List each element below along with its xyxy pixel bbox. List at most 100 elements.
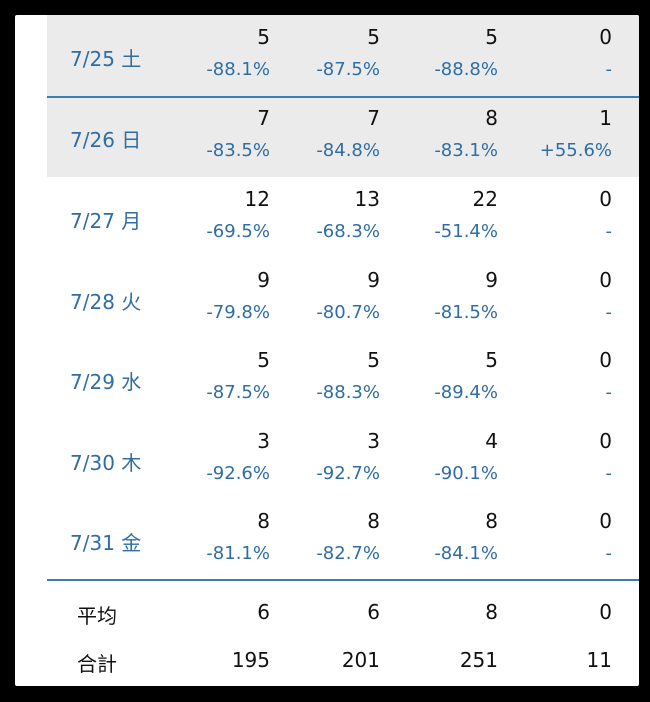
- day-date-label: 7/27 月: [70, 209, 142, 233]
- day-date-label: 7/31 金: [70, 531, 142, 555]
- day-cell: 8 -82.7%: [270, 499, 380, 580]
- average-label: 平均: [77, 604, 117, 628]
- count-value: 9: [257, 268, 270, 292]
- count-value: 0: [599, 25, 612, 49]
- count-value: 0: [599, 348, 612, 372]
- day-cell: 9 -81.5%: [388, 258, 498, 339]
- count-value: 5: [367, 25, 380, 49]
- count-value: 5: [257, 348, 270, 372]
- day-row: 7/31 金 8 -81.1% 8 -82.7% 8 -84.1% 0-: [47, 499, 639, 580]
- count-value: 4: [485, 429, 498, 453]
- day-date-label: 7/26 日: [70, 128, 142, 152]
- day-row: 7/27 月 12 -69.5% 13 -68.3% 22 -51.4% 0-: [47, 177, 639, 258]
- count-value: 5: [257, 25, 270, 49]
- day-cell: 0-: [502, 419, 612, 500]
- day-cell: 5 -88.1%: [160, 15, 270, 96]
- count-value: 13: [354, 187, 380, 211]
- day-cell: 0-: [502, 499, 612, 580]
- day-cell: 0-: [502, 15, 612, 96]
- day-cell: 3 -92.6%: [160, 419, 270, 500]
- count-value: 22: [472, 187, 498, 211]
- count-value: 7: [257, 106, 270, 130]
- day-cell: 5 -87.5%: [160, 338, 270, 419]
- change-percent: -: [605, 59, 613, 80]
- total-value-1: 195: [231, 648, 270, 672]
- change-percent: -: [605, 302, 613, 323]
- change-percent: -68.3%: [316, 221, 380, 242]
- day-cell: 3 -92.7%: [270, 419, 380, 500]
- count-value: 5: [485, 348, 498, 372]
- change-percent: -88.3%: [316, 382, 380, 403]
- count-value: 3: [367, 429, 380, 453]
- day-cell: 8 -81.1%: [160, 499, 270, 580]
- count-value: 0: [599, 187, 612, 211]
- day-cell: 9 -80.7%: [270, 258, 380, 339]
- change-percent: -81.1%: [206, 543, 270, 564]
- day-cell: 0-: [502, 338, 612, 419]
- day-cell: 4 -90.1%: [388, 419, 498, 500]
- total-label: 合計: [77, 652, 117, 676]
- count-value: 8: [367, 509, 380, 533]
- count-value: 9: [485, 268, 498, 292]
- total-value-2: 201: [341, 648, 380, 672]
- change-percent: -: [605, 221, 613, 242]
- average-value-2: 6: [367, 600, 380, 624]
- change-percent: -82.7%: [316, 543, 380, 564]
- change-percent: +55.6%: [539, 140, 612, 161]
- day-row: 7/28 火 9 -79.8% 9 -80.7% 9 -81.5% 0-: [47, 258, 639, 339]
- change-percent: -80.7%: [316, 302, 380, 323]
- change-percent: -87.5%: [316, 59, 380, 80]
- change-percent: -92.7%: [316, 463, 380, 484]
- day-cell: 13 -68.3%: [270, 177, 380, 258]
- count-value: 3: [257, 429, 270, 453]
- total-value-4: 11: [586, 648, 612, 672]
- change-percent: -: [605, 543, 613, 564]
- day-row: 7/29 水 5 -87.5% 5 -88.3% 5 -89.4% 0-: [47, 338, 639, 419]
- change-percent: -88.8%: [434, 59, 498, 80]
- day-row: 7/26 日 7 -83.5% 7 -84.8% 8 -83.1% 1 +55.6%: [47, 96, 639, 177]
- day-cell: 22 -51.4%: [388, 177, 498, 258]
- change-percent: -84.1%: [434, 543, 498, 564]
- change-percent: -92.6%: [206, 463, 270, 484]
- weekend-divider: [47, 96, 639, 98]
- day-cell: 5 -89.4%: [388, 338, 498, 419]
- change-percent: -: [605, 463, 613, 484]
- change-percent: -81.5%: [434, 302, 498, 323]
- day-cell: 5 -87.5%: [270, 15, 380, 96]
- day-row: 7/30 木 3 -92.6% 3 -92.7% 4 -90.1% 0-: [47, 419, 639, 500]
- change-percent: -88.1%: [206, 59, 270, 80]
- change-percent: -89.4%: [434, 382, 498, 403]
- change-percent: -84.8%: [316, 140, 380, 161]
- day-cell: 7 -83.5%: [160, 96, 270, 177]
- change-percent: -83.1%: [434, 140, 498, 161]
- change-percent: -69.5%: [206, 221, 270, 242]
- change-percent: -90.1%: [434, 463, 498, 484]
- day-cell: 8 -84.1%: [388, 499, 498, 580]
- day-cell: 0-: [502, 177, 612, 258]
- day-cell: 0-: [502, 258, 612, 339]
- count-value: 5: [367, 348, 380, 372]
- day-cell: 12 -69.5%: [160, 177, 270, 258]
- change-percent: -79.8%: [206, 302, 270, 323]
- change-percent: -51.4%: [434, 221, 498, 242]
- count-value: 0: [599, 268, 612, 292]
- average-value-1: 6: [257, 600, 270, 624]
- day-cell: 9 -79.8%: [160, 258, 270, 339]
- day-cell: 5 -88.3%: [270, 338, 380, 419]
- change-percent: -83.5%: [206, 140, 270, 161]
- day-cell: 5 -88.8%: [388, 15, 498, 96]
- count-value: 0: [599, 509, 612, 533]
- change-percent: -: [605, 382, 613, 403]
- average-value-3: 8: [485, 600, 498, 624]
- average-value-4: 0: [599, 600, 612, 624]
- count-value: 9: [367, 268, 380, 292]
- count-value: 8: [257, 509, 270, 533]
- day-date-label: 7/25 土: [70, 47, 142, 71]
- count-value: 5: [485, 25, 498, 49]
- change-percent: -87.5%: [206, 382, 270, 403]
- day-cell: 7 -84.8%: [270, 96, 380, 177]
- count-value: 0: [599, 429, 612, 453]
- count-value: 8: [485, 106, 498, 130]
- count-value: 12: [244, 187, 270, 211]
- count-value: 8: [485, 509, 498, 533]
